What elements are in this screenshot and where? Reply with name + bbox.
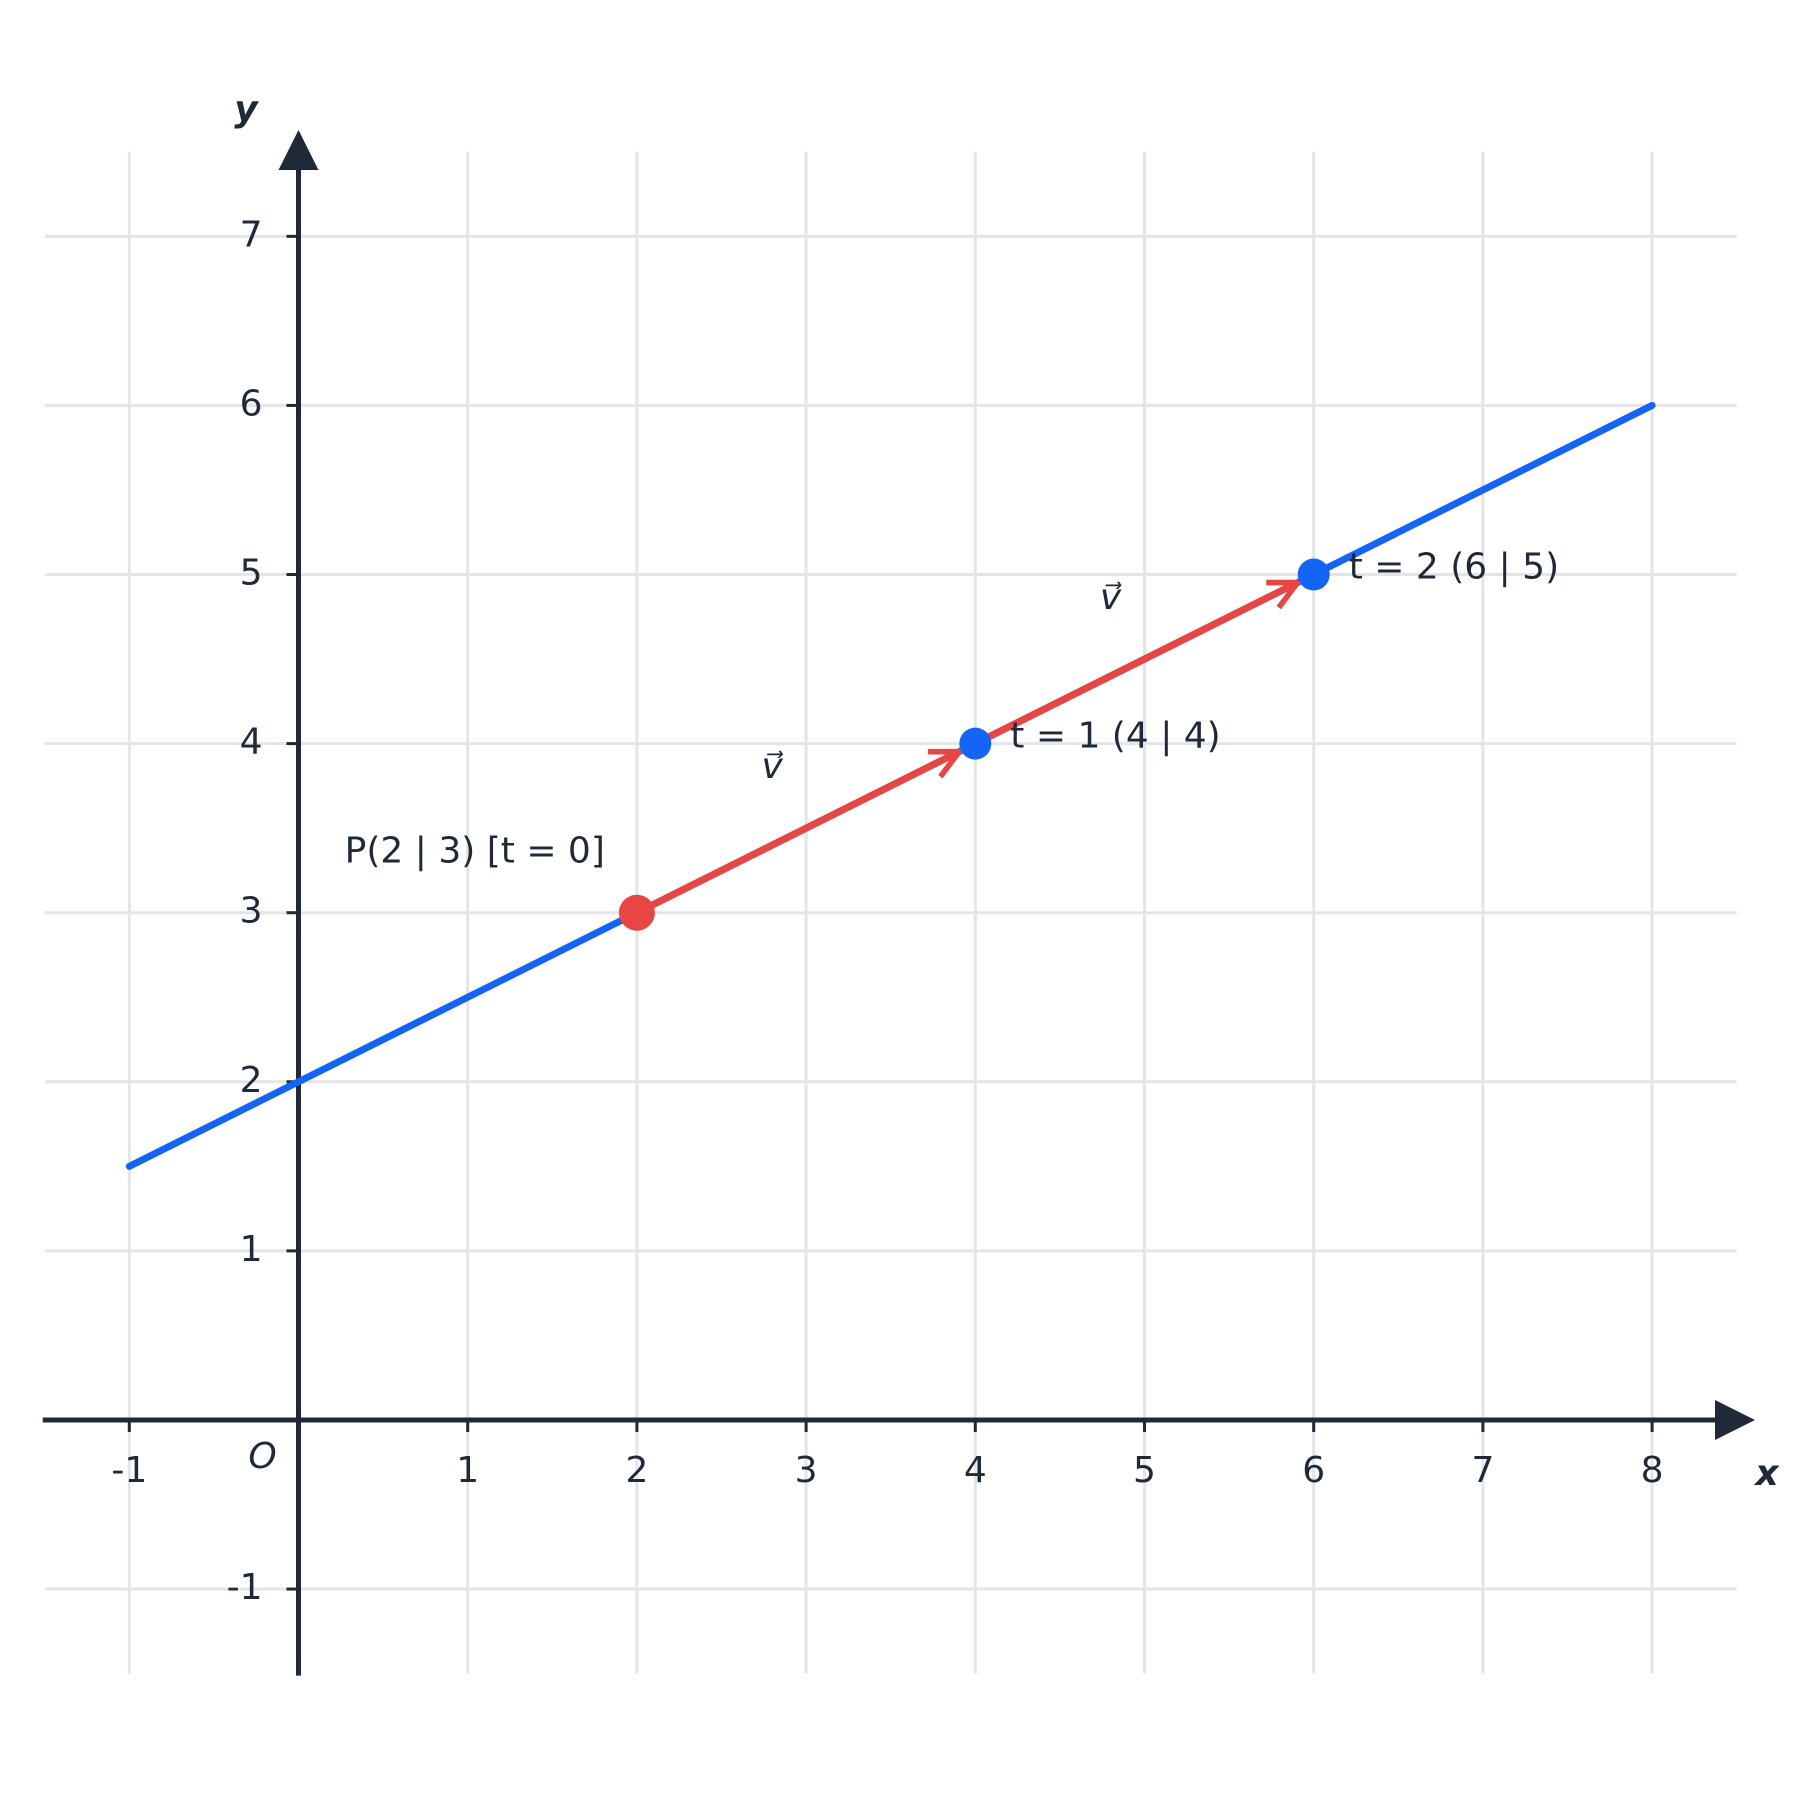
point [959,727,992,760]
point [618,894,655,931]
y-tick-label: -1 [227,1567,263,1608]
x-axis-label: x [1753,1453,1780,1494]
point [1297,558,1330,591]
y-tick-label: 5 [240,553,263,594]
point-label: t = 1 (4 | 4) [1010,716,1220,757]
y-tick-label: 7 [240,214,263,255]
x-axis-arrow [1715,1399,1755,1440]
x-tick-label: 1 [456,1450,479,1491]
x-tick-label: 5 [1133,1450,1156,1491]
x-tick-label: 4 [964,1450,987,1491]
y-tick-label: 2 [240,1060,263,1101]
x-tick-label: -1 [111,1450,147,1491]
y-axis-arrow [278,130,319,170]
grid [44,151,1737,1674]
y-tick-label: 1 [240,1229,263,1270]
y-tick-label: 3 [240,891,263,932]
vector [635,748,959,916]
x-tick-label: 3 [795,1450,818,1491]
y-tick-label: 6 [240,383,263,424]
origin-label: O [248,1436,276,1477]
x-tick-label: 8 [1641,1450,1664,1491]
vector [973,579,1297,747]
x-tick-label: 6 [1302,1450,1325,1491]
y-axis-label: y [234,89,259,130]
vector-label: v⃗ [761,746,784,787]
x-tick-label: 7 [1471,1450,1494,1491]
x-tick-label: 2 [625,1450,648,1491]
point-label: t = 2 (6 | 5) [1349,547,1559,588]
axes: -1 1 2 3 4 5 6 7 8 -1 1 2 3 4 5 6 7 x y O [42,89,1780,1676]
point-label: P(2 | 3) [t = 0] [345,831,605,872]
vector-label: v⃗ [1100,577,1123,618]
marks: v⃗ v⃗ P(2 | 3) [t = 0] t = 1 (4 | 4) t = 2 (… [125,401,1656,1170]
y-tick-label: 4 [240,722,263,763]
